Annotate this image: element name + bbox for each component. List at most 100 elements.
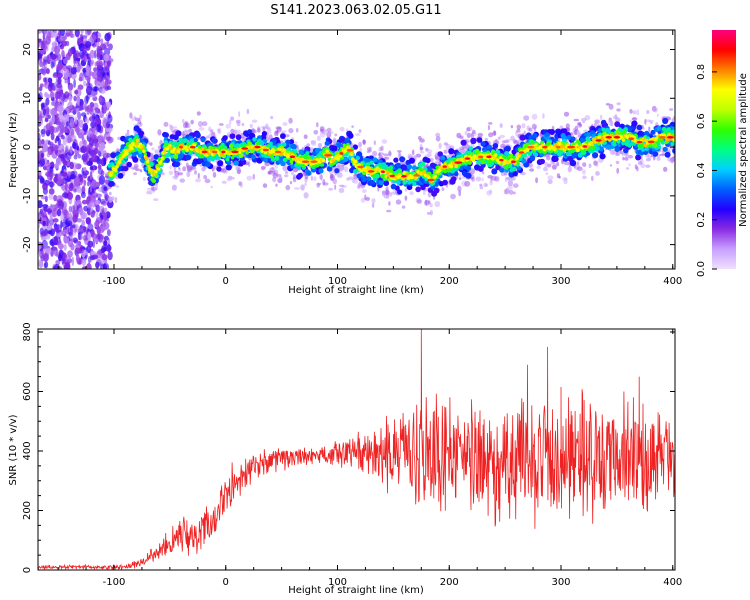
- heatmap-cell: [626, 138, 631, 144]
- heatmap-cell: [497, 160, 502, 165]
- heatmap-cell: [98, 205, 105, 212]
- heatmap-cell: [105, 136, 112, 142]
- heatmap-cell: [87, 181, 90, 187]
- heatmap-cell: [310, 175, 314, 181]
- heatmap-cell: [635, 154, 642, 161]
- heatmap-cell: [636, 109, 640, 116]
- heatmap-cell: [74, 127, 81, 132]
- heatmap-cell: [181, 119, 185, 124]
- heatmap-peak: [499, 158, 504, 162]
- heatmap-cell: [78, 207, 84, 214]
- heatmap-cell: [99, 89, 106, 94]
- heatmap-cell: [61, 184, 66, 191]
- heatmap-cell: [145, 160, 150, 164]
- heatmap-peak: [179, 145, 183, 149]
- heatmap-cell: [338, 187, 345, 194]
- heatmap-cell: [450, 176, 457, 182]
- heatmap-cell: [89, 183, 93, 193]
- heatmap-cell: [343, 166, 349, 173]
- heatmap-cell: [200, 137, 206, 143]
- heatmap-cell: [196, 111, 201, 116]
- heatmap-cell: [86, 82, 91, 89]
- heatmap-cell: [662, 117, 669, 125]
- heatmap-cell: [112, 196, 115, 201]
- heatmap-cell: [388, 201, 391, 206]
- heatmap-cell: [409, 191, 414, 196]
- heatmap-cell: [73, 57, 77, 65]
- heatmap-cell: [505, 138, 511, 143]
- heatmap-cell: [300, 157, 305, 162]
- heatmap-cell: [65, 220, 73, 226]
- heatmap-cell: [65, 151, 72, 160]
- heatmap-cell: [96, 60, 103, 66]
- heatmap-cell: [354, 133, 361, 137]
- heatmap-cell: [648, 126, 651, 132]
- heatmap-cell: [98, 141, 105, 151]
- heatmap-cell: [41, 230, 46, 237]
- heatmap-cell: [72, 237, 78, 243]
- heatmap-cell: [56, 82, 63, 89]
- heatmap-cell: [504, 145, 511, 152]
- heatmap-cell: [50, 203, 53, 211]
- heatmap-cell: [470, 137, 477, 145]
- heatmap-cell: [137, 152, 143, 158]
- heatmap-cell: [481, 160, 486, 165]
- heatmap-cell: [450, 193, 456, 200]
- heatmap-cell: [217, 160, 224, 167]
- heatmap-cell: [84, 55, 88, 63]
- heatmap-cell: [465, 165, 472, 171]
- heatmap-cell: [183, 122, 188, 129]
- heatmap-cell: [288, 128, 294, 134]
- heatmap-cell: [53, 145, 59, 152]
- heatmap-cell: [362, 189, 367, 194]
- heatmap-cell: [50, 161, 55, 167]
- heatmap-cell: [569, 159, 577, 167]
- heatmap-cell: [96, 226, 101, 235]
- heatmap-cell: [290, 171, 295, 176]
- heatmap-cell: [615, 129, 620, 135]
- heatmap-cell: [621, 151, 624, 156]
- heatmap-cell: [528, 127, 533, 132]
- heatmap-cell: [71, 224, 76, 229]
- heatmap-cell: [248, 161, 251, 168]
- heatmap-cell: [57, 178, 64, 185]
- heatmap-cell: [81, 199, 88, 205]
- heatmap-cell: [314, 139, 317, 146]
- heatmap-cell: [194, 170, 197, 175]
- heatmap-cell: [103, 220, 106, 228]
- heatmap-cell: [40, 177, 45, 184]
- heatmap-cell: [86, 263, 92, 269]
- heatmap-cell: [419, 138, 425, 143]
- heatmap-cell: [570, 136, 576, 142]
- heatmap-cell: [116, 185, 120, 188]
- heatmap-cell: [95, 212, 99, 218]
- heatmap-cell: [396, 180, 401, 185]
- heatmap-cell: [169, 146, 173, 151]
- heatmap-cell: [52, 115, 55, 124]
- heatmap-peak: [511, 160, 516, 163]
- heatmap-cell: [275, 126, 281, 130]
- heatmap-cell: [83, 226, 87, 233]
- heatmap-cell: [266, 128, 272, 135]
- heatmap-cell: [306, 154, 311, 160]
- heatmap-cell: [545, 172, 549, 175]
- heatmap-cell: [390, 183, 397, 190]
- heatmap-cell: [434, 161, 439, 164]
- heatmap-cell: [347, 132, 354, 139]
- heatmap-cell: [64, 144, 69, 154]
- heatmap-cell: [342, 156, 349, 162]
- heatmap-cell: [465, 172, 472, 179]
- heatmap-cell: [53, 194, 58, 202]
- heatmap-cell: [345, 128, 349, 132]
- heatmap-cell: [358, 129, 362, 133]
- heatmap-cell: [124, 151, 129, 156]
- heatmap-cell: [57, 41, 63, 48]
- heatmap-cell: [154, 149, 160, 154]
- heatmap-cell: [46, 55, 50, 61]
- figure-title: S141.2023.063.02.05.G11: [270, 3, 441, 18]
- heatmap-cell: [100, 263, 105, 269]
- heatmap-cell: [236, 129, 241, 134]
- heatmap-cell: [53, 176, 58, 183]
- heatmap-cell: [114, 196, 118, 204]
- heatmap-cell: [70, 170, 75, 177]
